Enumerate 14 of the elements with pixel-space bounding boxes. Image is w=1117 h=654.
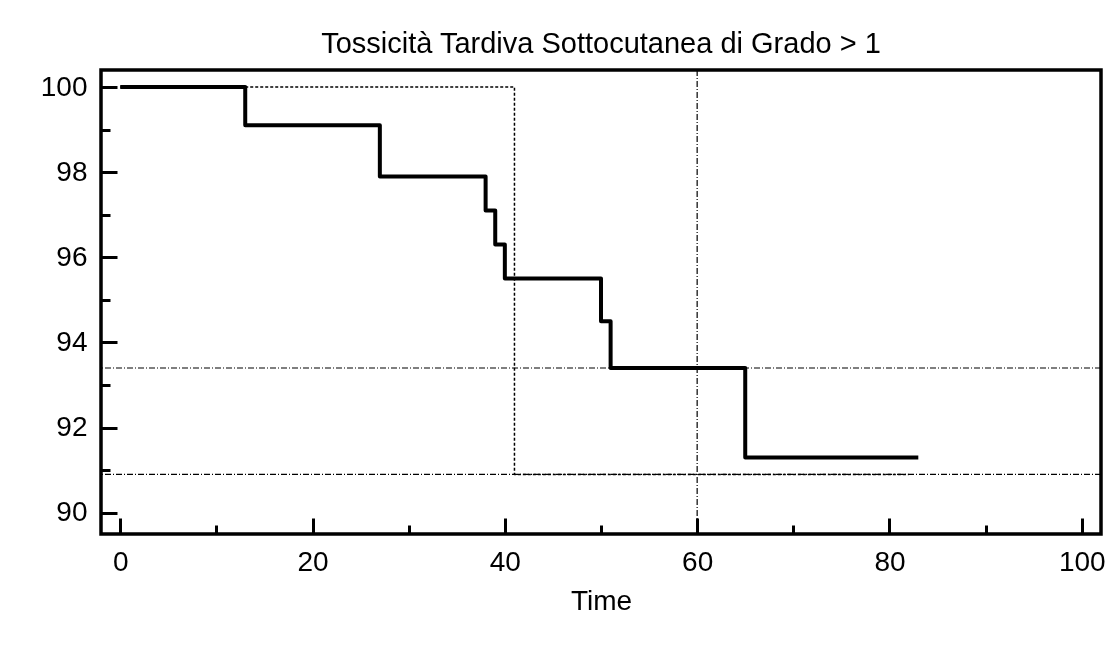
- y-tick-label: 94: [56, 325, 88, 357]
- x-tick-label: 60: [682, 545, 714, 577]
- x-axis-title: Time: [570, 584, 633, 616]
- y-tick-label: 98: [56, 155, 88, 187]
- x-tick-label: 20: [297, 545, 329, 577]
- x-tick-label: 100: [1058, 545, 1106, 577]
- y-tick-label: 96: [56, 240, 88, 272]
- y-tick-label: 92: [56, 411, 88, 443]
- y-tick-label: 90: [56, 496, 88, 528]
- chart-title: Tossicità Tardiva Sottocutanea di Grado > 1: [321, 27, 881, 60]
- y-tick-label: 100: [40, 70, 88, 102]
- x-tick-label: 40: [489, 545, 521, 577]
- x-tick-label: 0: [112, 545, 129, 577]
- x-tick-label: 80: [874, 545, 906, 577]
